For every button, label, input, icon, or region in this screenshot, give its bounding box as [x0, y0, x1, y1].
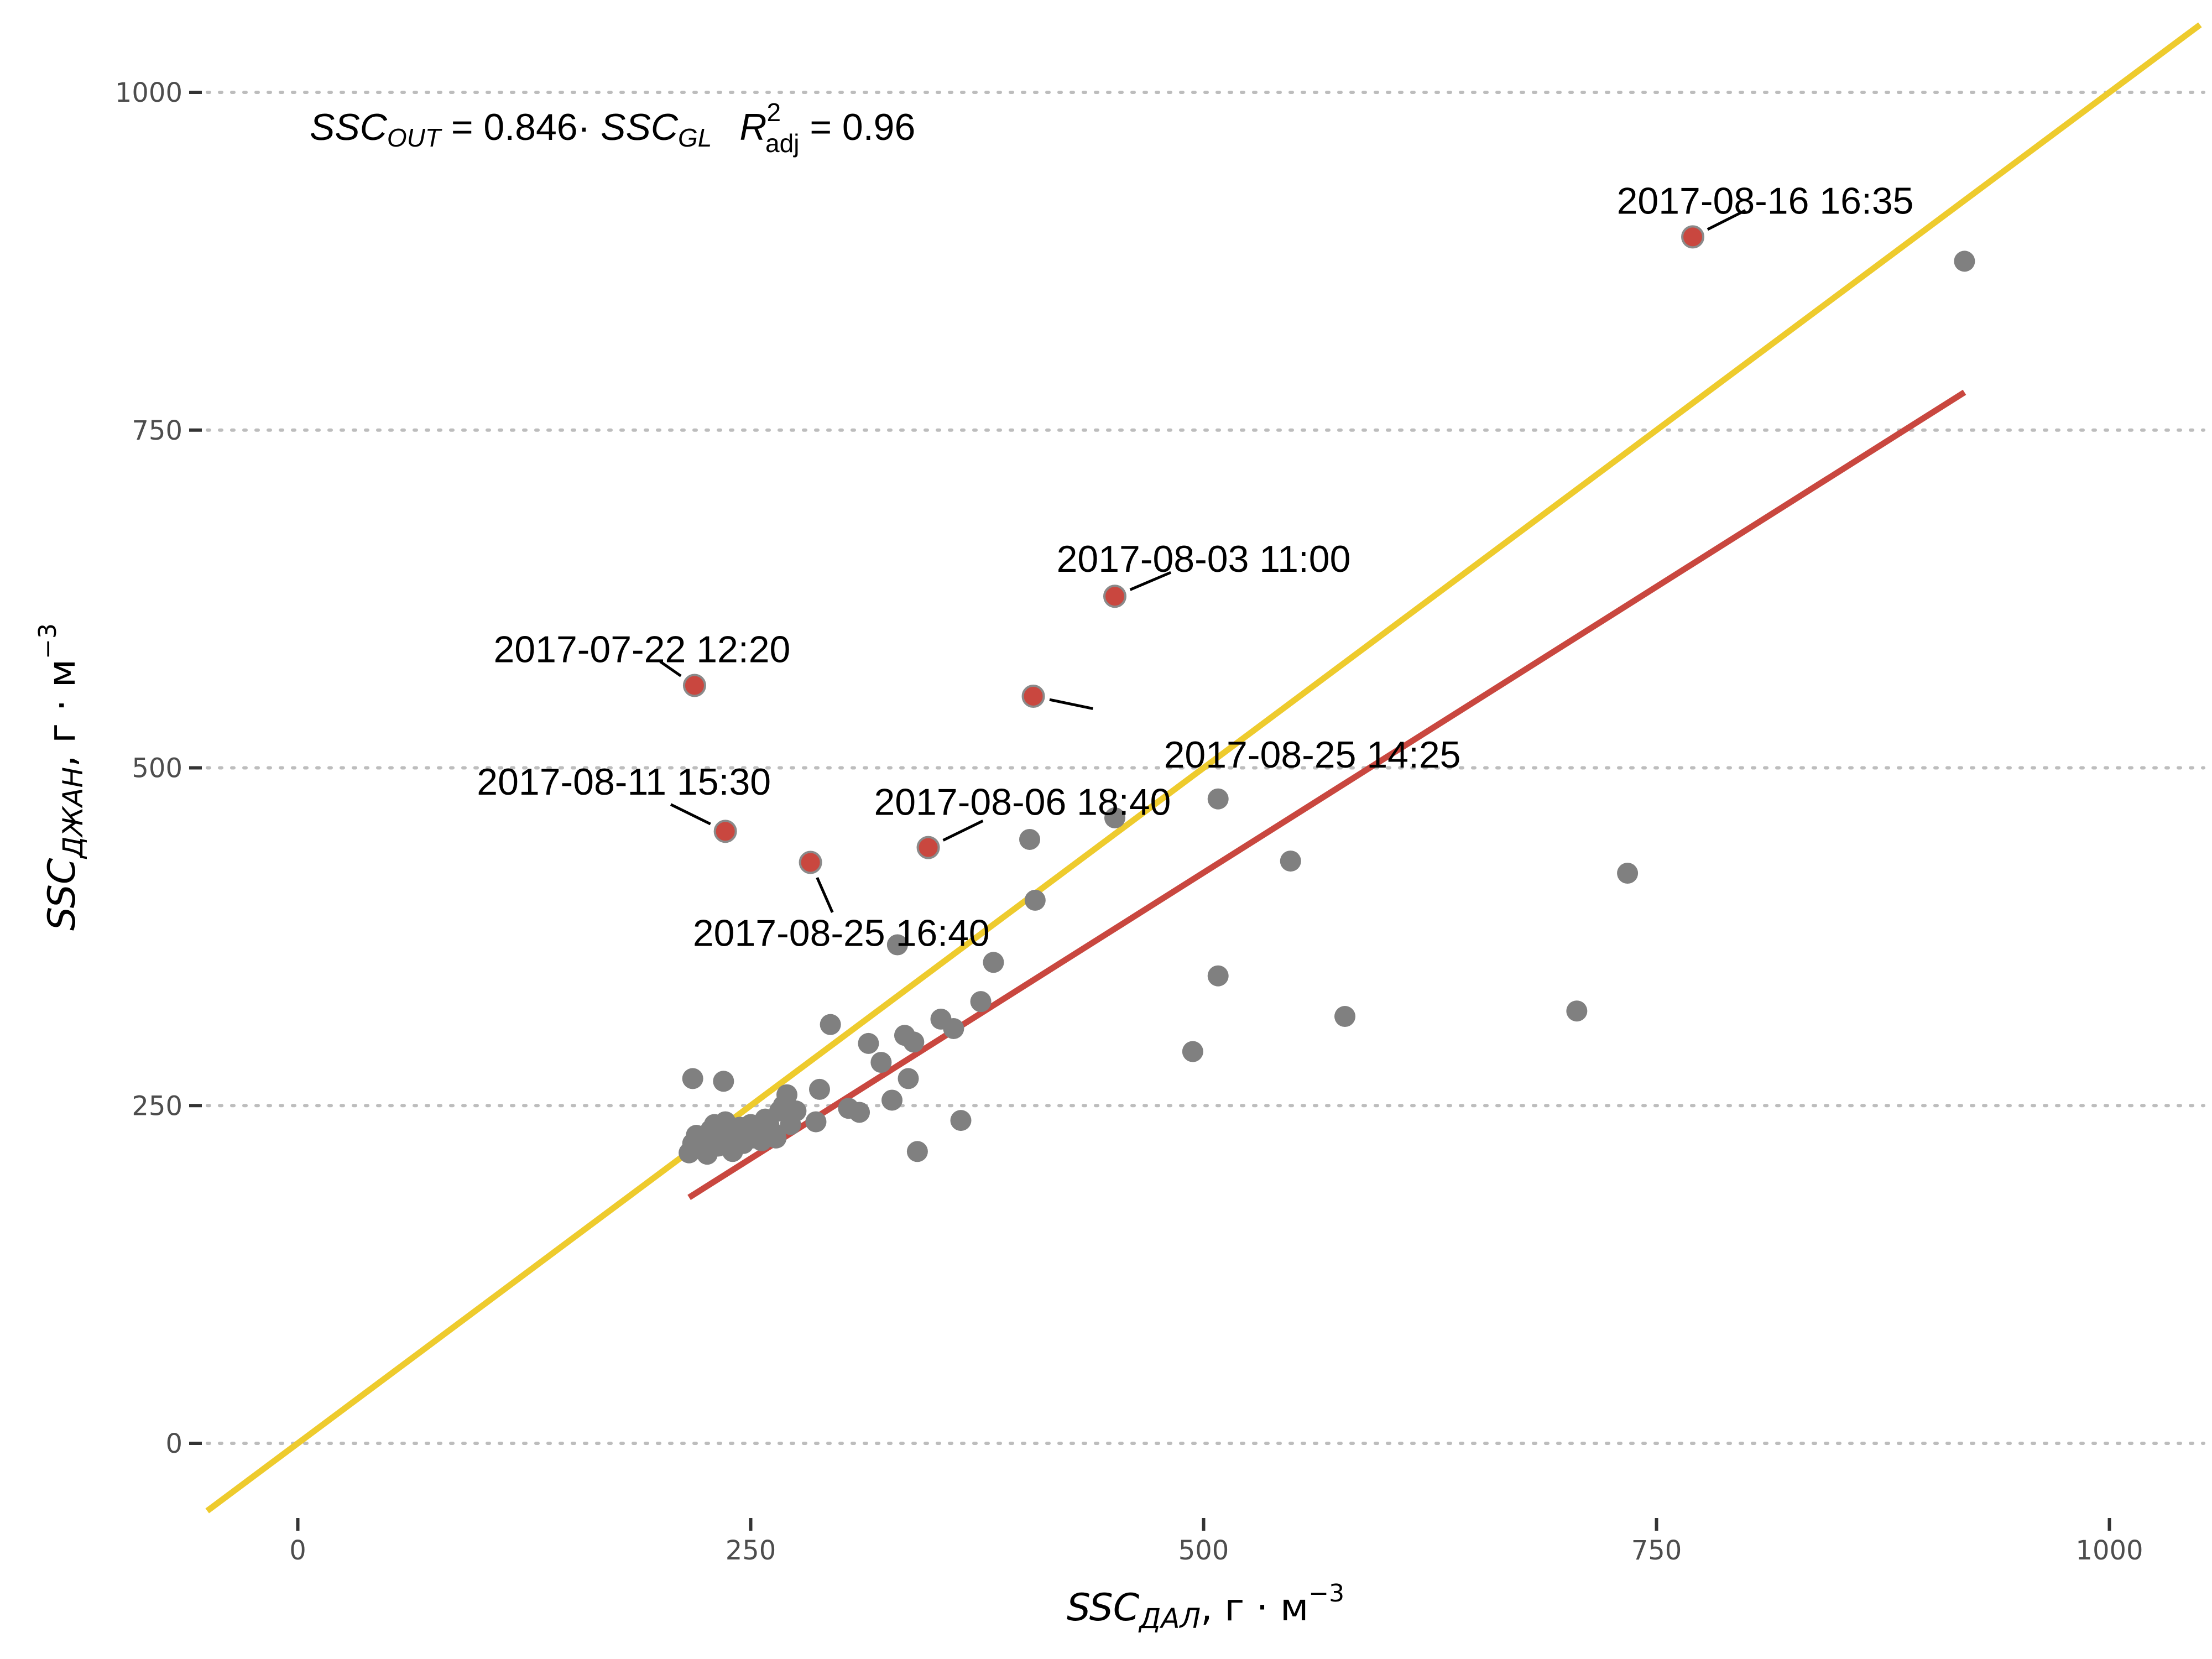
data-point — [1019, 828, 1041, 850]
outlier-points — [682, 225, 1705, 874]
data-point — [713, 1071, 734, 1092]
leader-line — [670, 803, 711, 826]
x-axis-title-main: SSC — [1067, 1586, 1140, 1630]
data-point — [1280, 851, 1301, 872]
leader-line — [1707, 209, 1746, 231]
outlier-point — [1681, 225, 1705, 249]
leader-line — [816, 877, 834, 913]
outlier-point — [1021, 685, 1045, 708]
data-point — [776, 1084, 798, 1105]
y-axis-title-sup: −3 — [34, 623, 62, 659]
data-point — [820, 1014, 841, 1035]
data-point — [858, 1032, 879, 1054]
data-point — [906, 1141, 928, 1162]
outlier-point — [713, 820, 737, 843]
x-tick-label: 500 — [1178, 1535, 1229, 1566]
x-tick-label: 250 — [726, 1535, 776, 1566]
data-point — [1207, 788, 1229, 810]
y-tick-label: 750 — [132, 415, 182, 446]
x-axis-title: SSCДАЛ, г · м−3 — [1067, 1579, 1344, 1635]
data-point — [898, 1068, 919, 1089]
data-point — [983, 952, 1004, 973]
x-tick-label: 1000 — [2075, 1535, 2143, 1566]
data-point — [1104, 807, 1125, 828]
y-tick-label: 250 — [132, 1091, 182, 1121]
x-axis-title-units: , г · м — [1201, 1586, 1308, 1630]
equation-lhs-main: SSC — [310, 106, 388, 148]
outlier-label: 2017-08-03 11:00 — [1057, 538, 1351, 580]
x-axis-title-sup: −3 — [1308, 1579, 1344, 1608]
outlier-label: 2017-08-11 15:30 — [477, 761, 771, 803]
data-point — [765, 1127, 787, 1149]
y-axis-title-sub: ДЖАН — [57, 767, 89, 859]
data-point — [1334, 1006, 1356, 1027]
equation-r-sup: 2 — [766, 98, 781, 127]
fit-line — [687, 389, 1966, 1201]
equation-middle: = 0.846· — [441, 106, 601, 148]
data-point — [808, 1078, 830, 1100]
outlier-point — [1103, 585, 1126, 608]
data-point — [1182, 1041, 1203, 1062]
axes: 0 250 500 750 1000 0 250 500 750 1000 — [115, 77, 2143, 1566]
leader-line — [1049, 698, 1093, 710]
y-tick-label: 1000 — [115, 77, 182, 108]
outlier-label: 2017-08-25 16:40 — [693, 912, 990, 954]
data-point — [886, 934, 908, 956]
outlier-labels: 2017-07-22 12:20 2017-08-11 15:30 2017-08-… — [477, 180, 1913, 954]
outlier-point — [682, 674, 706, 697]
y-axis-title-units: , г · м — [40, 659, 84, 767]
data-point — [881, 1089, 903, 1111]
equation-lhs-sub: OUT — [387, 123, 442, 152]
data-point — [785, 1100, 807, 1122]
identity-line — [205, 22, 2202, 1514]
data-point — [805, 1111, 827, 1133]
equation-annotation: SSCOUT = 0.846· SSCGL R2 adj = 0.96 — [310, 98, 915, 158]
x-tick-label: 750 — [1631, 1535, 1682, 1566]
y-tick-label: 500 — [132, 753, 182, 784]
data-point — [970, 991, 992, 1013]
data-points — [679, 251, 1975, 1165]
outlier-label: 2017-08-06 18:40 — [874, 781, 1171, 823]
equation-r-value: = 0.96 — [799, 106, 915, 148]
data-point — [1566, 1000, 1588, 1022]
data-point — [682, 1068, 703, 1089]
data-point — [849, 1102, 870, 1123]
data-point — [870, 1052, 892, 1073]
equation-r-sub: adj — [765, 129, 799, 158]
x-axis-title-sub: ДАЛ — [1138, 1603, 1201, 1635]
outlier-label: 2017-08-16 16:35 — [1617, 180, 1914, 222]
leader-line — [1129, 571, 1172, 591]
y-tick-label: 0 — [165, 1428, 182, 1459]
trend-lines — [205, 22, 2202, 1514]
data-point — [1207, 965, 1229, 987]
data-point — [943, 1018, 964, 1039]
outlier-point — [799, 851, 822, 874]
data-point — [950, 1110, 972, 1131]
equation-rhs-sub: GL — [678, 123, 712, 152]
data-point — [1954, 251, 1975, 272]
leader-line — [659, 660, 682, 677]
y-axis-title-main: SSC — [40, 858, 84, 931]
data-point — [903, 1031, 925, 1053]
equation-r-main: R — [739, 106, 766, 148]
outlier-point — [916, 836, 940, 859]
outlier-label: 2017-08-25 14:25 — [1164, 734, 1461, 776]
outlier-label: 2017-07-22 12:20 — [493, 629, 790, 671]
x-tick-label: 0 — [289, 1535, 306, 1566]
leader-line — [942, 820, 984, 842]
y-axis-title: SSCДЖАН, г · м−3 — [34, 623, 89, 931]
equation-rhs-main: SSC — [601, 106, 679, 148]
data-point — [1024, 889, 1046, 911]
data-point — [1617, 863, 1639, 884]
